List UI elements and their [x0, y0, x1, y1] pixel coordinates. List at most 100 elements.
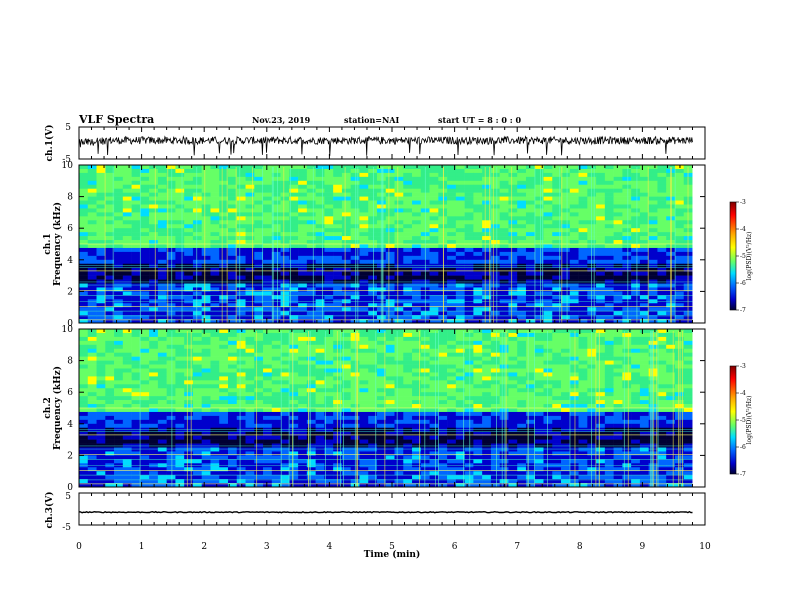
- spectrogram-cell: [359, 193, 368, 197]
- spectrogram-cell: [456, 256, 465, 260]
- spectrogram-cell: [430, 268, 439, 272]
- spectrogram-cell: [281, 436, 290, 440]
- spectrogram-cell: [579, 177, 588, 181]
- spectrogram-cell: [210, 260, 219, 264]
- spectrogram-cell: [614, 432, 623, 436]
- spectrogram-cell: [456, 295, 465, 299]
- spectrogram-cell: [202, 341, 211, 345]
- spectrogram-cell: [447, 232, 456, 236]
- spectrogram-cell: [132, 236, 141, 240]
- spectrogram-cell: [132, 287, 141, 291]
- spectrogram-cell: [684, 396, 693, 400]
- spectrogram-cell: [97, 311, 106, 315]
- spectrogram-cell: [368, 212, 377, 216]
- spectrogram-cell: [421, 384, 430, 388]
- spectrogram-cell: [447, 353, 456, 357]
- spectrogram-cell: [570, 232, 579, 236]
- spectrogram-cell: [657, 201, 666, 205]
- spectrogram-cell: [535, 412, 544, 416]
- spectrogram-cell: [228, 357, 237, 361]
- spectrogram-cell: [140, 392, 149, 396]
- ch1-ytick-top: 5: [65, 123, 71, 133]
- spectrogram-cell: [561, 333, 570, 337]
- spectrogram-cell: [508, 333, 517, 337]
- spectrogram-cell: [657, 268, 666, 272]
- spectrogram-cell: [403, 436, 412, 440]
- spectrogram-cell: [219, 357, 228, 361]
- spectrogram-cell: [421, 372, 430, 376]
- spectrogram-cell: [140, 216, 149, 220]
- spectrogram-cell: [149, 349, 158, 353]
- spectrogram-cell: [307, 165, 316, 169]
- spectrogram-cell: [614, 380, 623, 384]
- spectrogram-cell: [447, 372, 456, 376]
- spectrogram-cell: [237, 248, 246, 252]
- spectrogram-cell: [219, 376, 228, 380]
- spectrogram-cell: [596, 268, 605, 272]
- spectrogram-cell: [430, 311, 439, 315]
- spectrogram-cell: [465, 432, 474, 436]
- spectrogram-cell: [298, 345, 307, 349]
- spectrogram-cell: [359, 384, 368, 388]
- spectrogram-cell: [289, 416, 298, 420]
- spectrogram-cell: [88, 165, 97, 169]
- spectrogram-cell: [246, 177, 255, 181]
- spectrogram-cell: [175, 400, 184, 404]
- spectrogram-cell: [465, 388, 474, 392]
- spectrogram-cell: [263, 236, 272, 240]
- spectrogram-cell: [158, 173, 167, 177]
- spectrogram-cell: [149, 272, 158, 276]
- spectrogram-cell: [123, 303, 132, 307]
- spectrogram-cell: [289, 376, 298, 380]
- spectrogram-cell: [517, 272, 526, 276]
- spectrogram-cell: [631, 177, 640, 181]
- spectrogram-cell: [491, 380, 500, 384]
- spectrogram-cell: [228, 365, 237, 369]
- spectrogram-cell: [605, 392, 614, 396]
- spectrogram-cell: [342, 256, 351, 260]
- spectrogram-cell: [649, 260, 658, 264]
- spectrogram-cell: [543, 416, 552, 420]
- spectrogram-cell: [263, 295, 272, 299]
- spectrogram-cell: [202, 396, 211, 400]
- spectrogram-cell: [526, 169, 535, 173]
- spectrogram-cell: [675, 256, 684, 260]
- spectrogram-cell: [666, 408, 675, 412]
- spectrogram-cell: [579, 380, 588, 384]
- spectrogram-cell: [175, 212, 184, 216]
- freq-tick-label: 4: [67, 256, 73, 266]
- spectrogram-cell: [438, 224, 447, 228]
- spectrogram-cell: [175, 272, 184, 276]
- spectrogram-cell: [465, 303, 474, 307]
- spectrogram-cell: [88, 380, 97, 384]
- spectrogram-cell: [88, 396, 97, 400]
- spectrogram-cell: [465, 181, 474, 185]
- spectrogram-cell: [605, 311, 614, 315]
- spectrogram-cell: [324, 173, 333, 177]
- spectrogram-cell: [596, 177, 605, 181]
- spectrogram-cell: [175, 177, 184, 181]
- spectrogram-cell: [368, 295, 377, 299]
- spectrogram-cell: [333, 185, 342, 189]
- spectrogram-cell: [359, 295, 368, 299]
- spectrogram-cell: [631, 420, 640, 424]
- spectrogram-cell: [132, 272, 141, 276]
- spectrogram-cell: [359, 177, 368, 181]
- spectrogram-cell: [675, 232, 684, 236]
- spectrogram-cell: [447, 189, 456, 193]
- spectrogram-cell: [263, 173, 272, 177]
- spectrogram-cell: [491, 276, 500, 280]
- spectrogram-cell: [228, 337, 237, 341]
- spectrogram-cell: [395, 400, 404, 404]
- spectrogram-cell: [657, 345, 666, 349]
- spectrogram-cell: [473, 353, 482, 357]
- spectrogram-cell: [228, 303, 237, 307]
- spectrogram-cell: [184, 372, 193, 376]
- spectrogram-cell: [281, 432, 290, 436]
- spectrogram-cell: [368, 165, 377, 169]
- spectrogram-cell: [526, 212, 535, 216]
- spectrogram-cell: [158, 197, 167, 201]
- spectrogram-cell: [570, 287, 579, 291]
- spectrogram-cell: [403, 220, 412, 224]
- spectrogram-cell: [456, 205, 465, 209]
